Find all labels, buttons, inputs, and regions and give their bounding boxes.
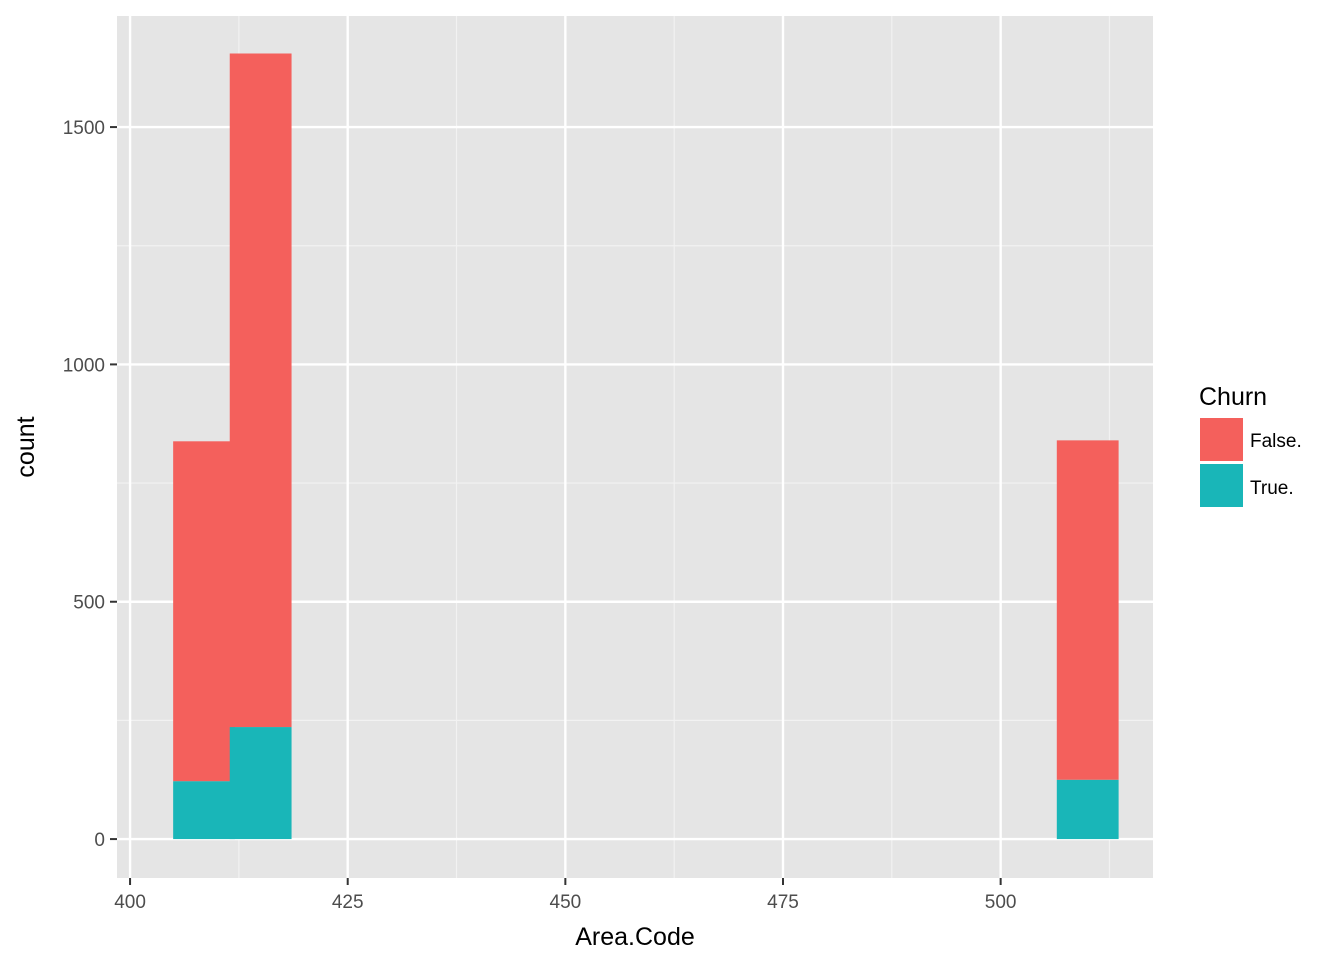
legend-label-false: False. bbox=[1250, 431, 1302, 452]
bar-false-2 bbox=[1056, 440, 1119, 780]
legend: Churn False. True. bbox=[1199, 383, 1302, 507]
x-tick-label: 475 bbox=[767, 892, 799, 913]
legend-title: Churn bbox=[1199, 383, 1267, 411]
bars bbox=[173, 53, 1119, 840]
bar-true-2 bbox=[1056, 779, 1119, 840]
y-axis: 0 500 1000 1500 bbox=[63, 118, 117, 851]
bar-true-0 bbox=[173, 781, 235, 840]
y-axis-title: count bbox=[12, 416, 40, 477]
bar-false-0 bbox=[173, 441, 235, 782]
bar-true-1 bbox=[229, 727, 292, 840]
x-tick-label: 425 bbox=[332, 892, 364, 913]
legend-key-true bbox=[1200, 464, 1243, 507]
bar-false-1 bbox=[229, 53, 292, 728]
y-tick-label: 1500 bbox=[63, 118, 105, 139]
y-tick-label: 1000 bbox=[63, 355, 105, 376]
legend-key-false bbox=[1200, 418, 1243, 461]
y-tick-label: 0 bbox=[94, 830, 105, 851]
x-axis-title: Area.Code bbox=[575, 923, 695, 951]
x-tick-label: 450 bbox=[550, 892, 582, 913]
x-tick-label: 500 bbox=[985, 892, 1017, 913]
legend-label-true: True. bbox=[1250, 478, 1294, 499]
y-tick-label: 500 bbox=[73, 593, 105, 614]
x-axis: 400 425 450 475 500 bbox=[114, 878, 1016, 913]
x-tick-label: 400 bbox=[114, 892, 146, 913]
